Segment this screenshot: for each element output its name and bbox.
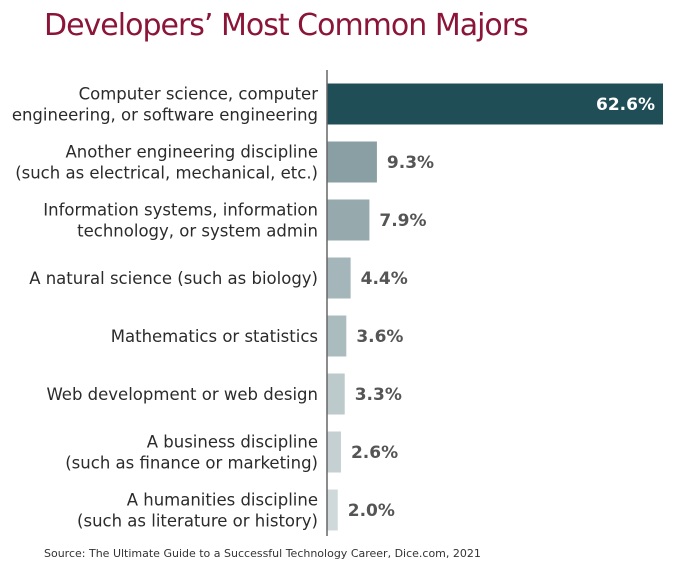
- category-label-1: Another engineering discipline (such as e…: [15, 143, 318, 183]
- category-label-4: Mathematics or statistics: [111, 327, 318, 346]
- bar-chart: Computer science, computer engineering, o…: [12, 70, 663, 536]
- category-label-2: Information systems, information technolo…: [43, 201, 318, 241]
- category-label-line: (such as finance or marketing): [65, 454, 318, 473]
- category-label-line: A humanities discipline: [127, 491, 318, 510]
- bar-0: [327, 83, 663, 125]
- bar-4: [327, 315, 347, 357]
- value-label-7: 2.0%: [348, 501, 395, 521]
- category-label-line: technology, or system admin: [77, 222, 318, 241]
- category-label-line: (such as literature or history): [77, 512, 318, 531]
- category-label-line: Computer science, computer: [79, 85, 319, 104]
- bar-2: [327, 199, 370, 241]
- value-label-2: 7.9%: [379, 211, 426, 231]
- category-label-5: Web development or web design: [46, 385, 318, 404]
- value-label-3: 4.4%: [361, 269, 408, 289]
- category-label-0: Computer science, computer engineering, o…: [12, 85, 318, 125]
- category-label-line: (such as electrical, mechanical, etc.): [15, 164, 318, 183]
- category-label-line: engineering, or software engineering: [12, 106, 318, 125]
- value-label-1: 9.3%: [387, 153, 434, 173]
- category-label-line: Web development or web design: [46, 385, 318, 404]
- value-label-0: 62.6%: [596, 95, 655, 115]
- bars-group: [327, 83, 663, 531]
- source-note: Source: The Ultimate Guide to a Successf…: [44, 547, 481, 560]
- bar-1: [327, 141, 377, 183]
- category-label-line: A natural science (such as biology): [29, 269, 318, 288]
- value-label-4: 3.6%: [356, 327, 403, 347]
- value-labels-group: 62.6% 9.3% 7.9% 4.4% 3.6% 3.3% 2.6% 2.0%: [348, 95, 655, 521]
- category-label-line: Information systems, information: [43, 201, 318, 220]
- category-label-3: A natural science (such as biology): [29, 269, 318, 288]
- category-label-line: A business discipline: [147, 433, 318, 452]
- bar-6: [327, 431, 341, 473]
- bar-7: [327, 489, 338, 531]
- bar-5: [327, 373, 345, 415]
- bar-3: [327, 257, 351, 299]
- category-label-7: A humanities discipline (such as literatu…: [77, 491, 318, 531]
- category-labels-group: Computer science, computer engineering, o…: [12, 85, 318, 531]
- chart-title: Developers’ Most Common Majors: [44, 8, 529, 43]
- value-label-6: 2.6%: [351, 443, 398, 463]
- category-label-line: Another engineering discipline: [66, 143, 318, 162]
- value-label-5: 3.3%: [355, 385, 402, 405]
- category-label-6: A business discipline (such as finance or…: [65, 433, 318, 473]
- category-label-line: Mathematics or statistics: [111, 327, 318, 346]
